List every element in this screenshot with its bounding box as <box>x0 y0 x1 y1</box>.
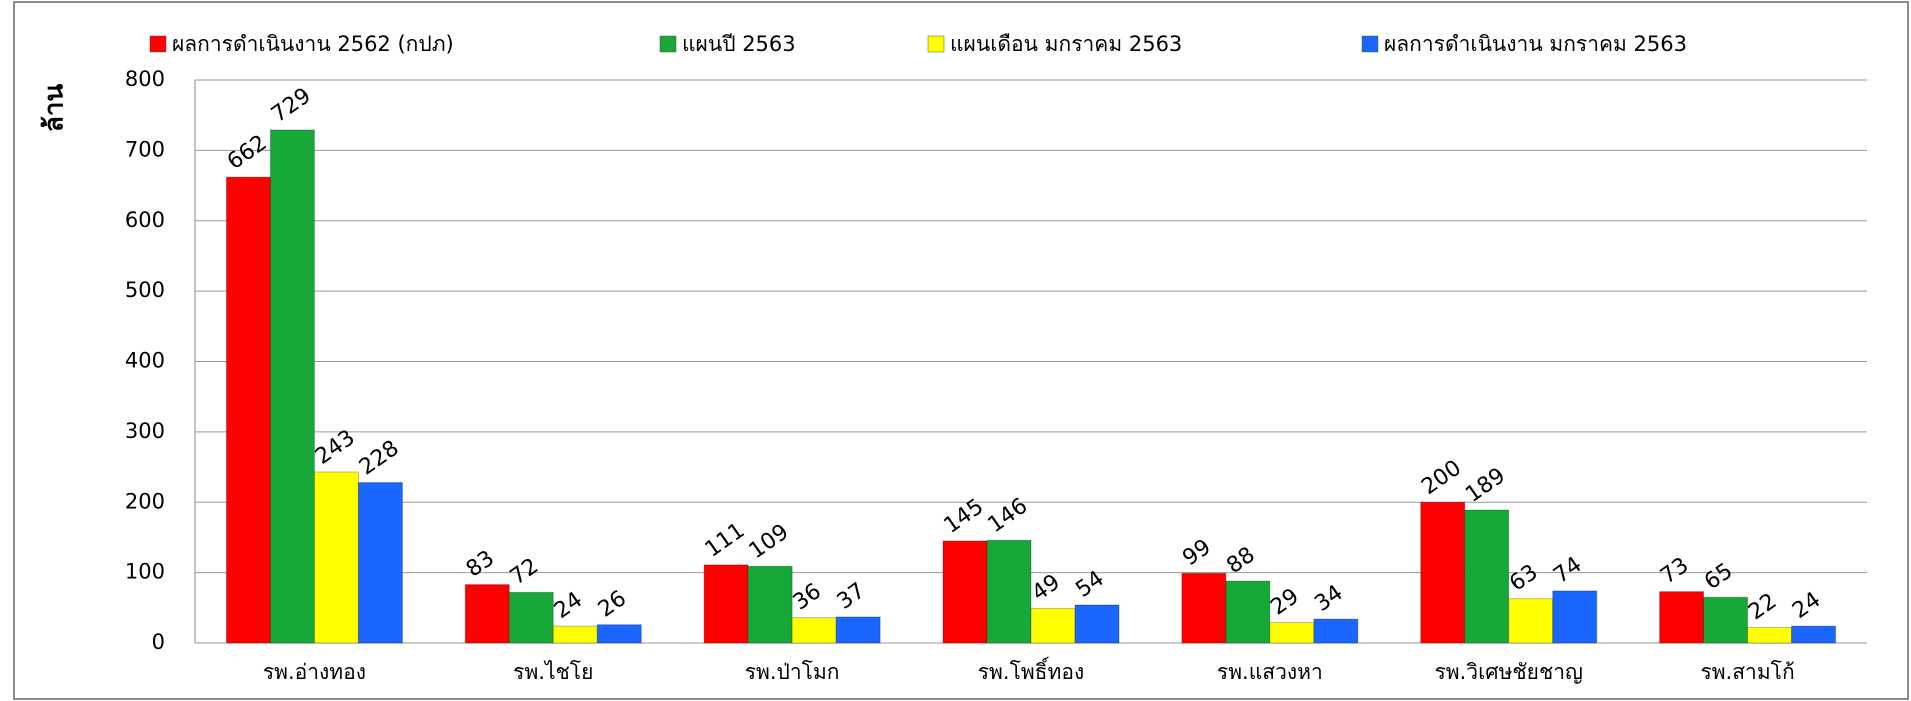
data-label: 73 <box>1656 553 1693 590</box>
legend-swatch <box>1361 35 1379 53</box>
data-label: 72 <box>506 554 543 591</box>
legend-label: แผนปี 2563 <box>682 32 796 56</box>
data-label: 200 <box>1417 456 1466 501</box>
bar <box>703 564 749 644</box>
x-tick-label: รพ.ไชโย <box>513 660 593 684</box>
bar <box>508 591 554 644</box>
bar <box>1181 572 1227 644</box>
legend-swatch <box>927 35 945 53</box>
bar <box>791 617 837 644</box>
legend-label: แผนเดือน มกราคม 2563 <box>950 32 1182 56</box>
data-label: 34 <box>1310 580 1347 617</box>
bar <box>1703 596 1749 644</box>
y-tick-label: 200 <box>125 489 165 513</box>
legend-label: ผลการดำเนินงาน มกราคม 2563 <box>1384 32 1687 56</box>
data-label: 111 <box>701 518 750 563</box>
y-tick-label: 800 <box>125 67 165 91</box>
y-tick-label: 500 <box>125 278 165 302</box>
data-label: 29 <box>1266 584 1303 621</box>
data-label: 83 <box>462 546 499 583</box>
x-tick-label: รพ.วิเศษชัยชาญ <box>1434 660 1582 684</box>
data-label: 189 <box>1461 463 1510 508</box>
x-tick-label: รพ.อ่างทอง <box>263 660 366 684</box>
bar <box>835 616 881 644</box>
legend-swatch <box>149 35 167 53</box>
data-label: 22 <box>1744 589 1781 626</box>
data-label: 662 <box>223 130 272 175</box>
bar <box>1791 625 1837 644</box>
legend-swatch <box>659 35 677 53</box>
data-label: 729 <box>267 83 316 128</box>
bar <box>1225 580 1271 644</box>
bar <box>357 482 403 644</box>
x-tick-label: รพ.แสวงหา <box>1217 660 1323 684</box>
bar <box>1269 622 1315 644</box>
data-label: 88 <box>1222 542 1259 579</box>
data-label: 146 <box>984 494 1033 539</box>
y-tick-label: 100 <box>125 560 165 584</box>
bar <box>313 471 359 644</box>
data-label: 145 <box>940 494 989 539</box>
y-axis-label: ล้าน <box>40 84 70 133</box>
data-label: 26 <box>594 586 631 623</box>
bar <box>1464 509 1510 644</box>
bar <box>464 584 510 644</box>
data-label: 49 <box>1028 570 1065 607</box>
y-tick-label: 400 <box>125 349 165 373</box>
bar <box>552 625 598 644</box>
data-label: 63 <box>1505 560 1542 597</box>
legend-label: ผลการดำเนินงาน 2562 (กปภ) <box>172 32 454 56</box>
bar <box>1420 501 1466 644</box>
x-tick-label: รพ.ป่าโมก <box>745 660 840 684</box>
data-label: 99 <box>1178 535 1215 572</box>
data-label: 54 <box>1072 566 1109 603</box>
y-tick-label: 300 <box>125 419 165 443</box>
bar <box>986 539 1032 644</box>
bar <box>1074 604 1120 644</box>
x-tick-label: รพ.สามโก้ <box>1700 660 1794 684</box>
y-tick-label: 700 <box>125 137 165 161</box>
bar <box>1030 608 1076 644</box>
data-label: 37 <box>833 578 870 615</box>
bar <box>1659 591 1705 644</box>
bar <box>596 624 642 644</box>
bar <box>747 565 793 644</box>
bar <box>1747 627 1793 644</box>
chart-frame <box>13 1 1909 700</box>
bar <box>1508 598 1554 644</box>
y-tick-label: 600 <box>125 208 165 232</box>
data-label: 228 <box>355 436 404 481</box>
data-label: 36 <box>789 579 826 616</box>
bar <box>269 129 315 644</box>
bar <box>1313 618 1359 644</box>
x-tick-label: รพ.โพธิ์ทอง <box>978 656 1084 684</box>
data-label: 74 <box>1549 552 1586 589</box>
data-label: 24 <box>1788 587 1825 624</box>
data-label: 24 <box>550 587 587 624</box>
data-label: 65 <box>1700 559 1737 596</box>
bar <box>1552 590 1598 644</box>
data-label: 109 <box>745 520 794 565</box>
bar <box>942 540 988 644</box>
bar <box>225 176 271 644</box>
y-tick-label: 0 <box>152 630 165 654</box>
